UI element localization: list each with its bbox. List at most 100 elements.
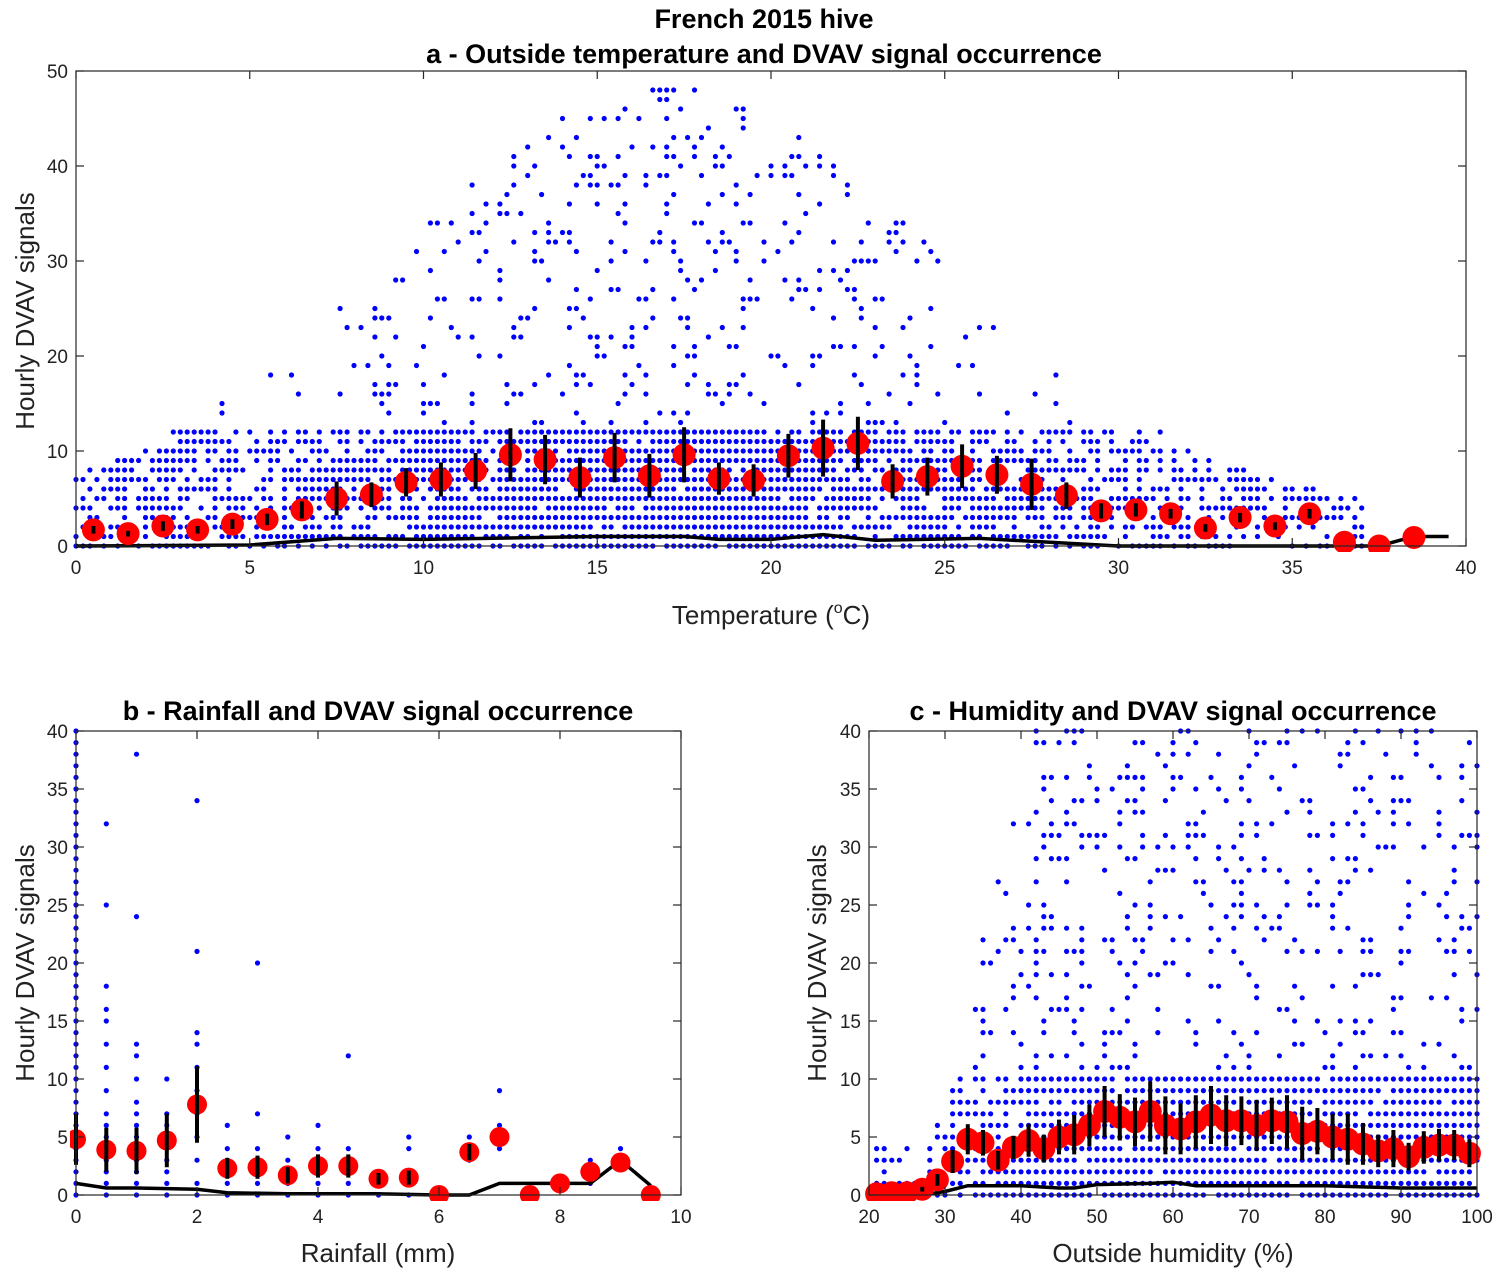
scatter-point xyxy=(413,248,420,255)
scatter-point xyxy=(219,410,225,416)
scatter-point xyxy=(1046,486,1052,492)
scatter-point xyxy=(379,448,385,454)
scatter-point xyxy=(1390,1122,1396,1128)
scatter-point xyxy=(546,277,552,283)
scatter-point xyxy=(1109,1157,1115,1163)
scatter-point xyxy=(1307,1099,1313,1105)
scatter-point xyxy=(281,438,288,445)
scatter-point xyxy=(789,514,795,521)
scatter-point xyxy=(685,381,691,388)
scatter-point xyxy=(1117,809,1123,815)
scatter-point xyxy=(671,514,677,521)
scatter-point xyxy=(379,400,385,407)
scatter-point xyxy=(698,514,705,521)
scatter-point xyxy=(1185,1088,1191,1094)
scatter-point xyxy=(1185,495,1191,502)
scatter-point xyxy=(1102,429,1108,435)
scatter-point xyxy=(1132,1053,1138,1059)
scatter-point xyxy=(789,467,795,473)
scatter-point xyxy=(1018,972,1024,978)
scatter-point xyxy=(657,457,663,464)
scatter-point xyxy=(928,438,934,445)
scatter-point xyxy=(420,467,427,473)
scatter-point xyxy=(983,505,990,511)
panel-b-means xyxy=(70,1066,661,1201)
scatter-point xyxy=(1220,505,1226,511)
scatter-point xyxy=(351,524,357,530)
scatter-point xyxy=(1459,1169,1465,1175)
scatter-point xyxy=(969,514,976,521)
scatter-point xyxy=(379,467,385,473)
scatter-point xyxy=(441,505,447,511)
scatter-point xyxy=(1451,844,1457,850)
scatter-point xyxy=(1314,1076,1320,1082)
scatter-point xyxy=(942,476,948,483)
scatter-point xyxy=(1170,1169,1176,1175)
scatter-point xyxy=(789,524,795,530)
scatter-point xyxy=(497,277,503,283)
scatter-point xyxy=(133,751,140,757)
scatter-point xyxy=(1428,1088,1434,1094)
scatter-point xyxy=(796,381,802,388)
scatter-point xyxy=(559,476,566,483)
scatter-point xyxy=(1025,495,1031,502)
scatter-point xyxy=(1276,867,1282,873)
scatter-point xyxy=(434,505,440,511)
scatter-point xyxy=(1254,1157,1260,1163)
y-tick-label: 10 xyxy=(47,442,68,463)
scatter-point xyxy=(1018,1169,1024,1175)
scatter-point xyxy=(420,410,427,416)
scatter-point xyxy=(1289,514,1295,521)
scatter-point xyxy=(434,514,440,521)
scatter-point xyxy=(1368,867,1374,873)
scatter-point xyxy=(497,467,503,473)
scatter-point xyxy=(1331,505,1337,511)
scatter-point xyxy=(1444,1088,1450,1094)
scatter-point xyxy=(566,438,573,445)
scatter-point xyxy=(643,419,649,426)
scatter-point xyxy=(483,486,489,492)
scatter-point xyxy=(254,1146,261,1152)
scatter-point xyxy=(1004,438,1010,445)
scatter-point xyxy=(1200,1169,1206,1175)
scatter-point xyxy=(1193,1169,1199,1175)
scatter-point xyxy=(1451,1076,1457,1082)
scatter-point xyxy=(817,486,823,492)
scatter-point xyxy=(511,524,517,530)
panel-b-rainfall: b - Rainfall and DVAV signal occurrence … xyxy=(10,696,692,1268)
scatter-point xyxy=(990,505,997,511)
scatter-point xyxy=(671,486,677,492)
scatter-point xyxy=(1368,1169,1374,1175)
scatter-point xyxy=(295,467,301,473)
scatter-point xyxy=(386,438,392,445)
scatter-point xyxy=(1208,902,1214,908)
scatter-point xyxy=(205,457,211,464)
scatter-point xyxy=(1345,1169,1351,1175)
scatter-point xyxy=(1033,960,1039,966)
scatter-point xyxy=(740,125,746,131)
scatter-point xyxy=(983,429,990,435)
scatter-point xyxy=(133,914,140,920)
scatter-point xyxy=(1360,972,1366,978)
scatter-point xyxy=(1254,1030,1260,1036)
scatter-point xyxy=(1046,533,1052,540)
scatter-point xyxy=(761,429,767,435)
scatter-point xyxy=(1124,856,1130,862)
scatter-point xyxy=(1140,1134,1146,1140)
scatter-point xyxy=(914,486,920,492)
scatter-point xyxy=(671,495,677,502)
scatter-point xyxy=(803,286,809,293)
scatter-point xyxy=(1026,1111,1032,1117)
scatter-point xyxy=(664,476,670,483)
scatter-point xyxy=(782,524,788,530)
scatter-point xyxy=(664,514,670,521)
scatter-point xyxy=(1071,1099,1077,1105)
scatter-point xyxy=(1390,1111,1396,1117)
scatter-point xyxy=(94,476,100,483)
scatter-point xyxy=(900,324,906,331)
scatter-point xyxy=(281,495,288,502)
scatter-point xyxy=(156,505,162,511)
scatter-point xyxy=(1337,1076,1343,1082)
scatter-point xyxy=(810,410,816,416)
scatter-point xyxy=(1185,1099,1191,1105)
